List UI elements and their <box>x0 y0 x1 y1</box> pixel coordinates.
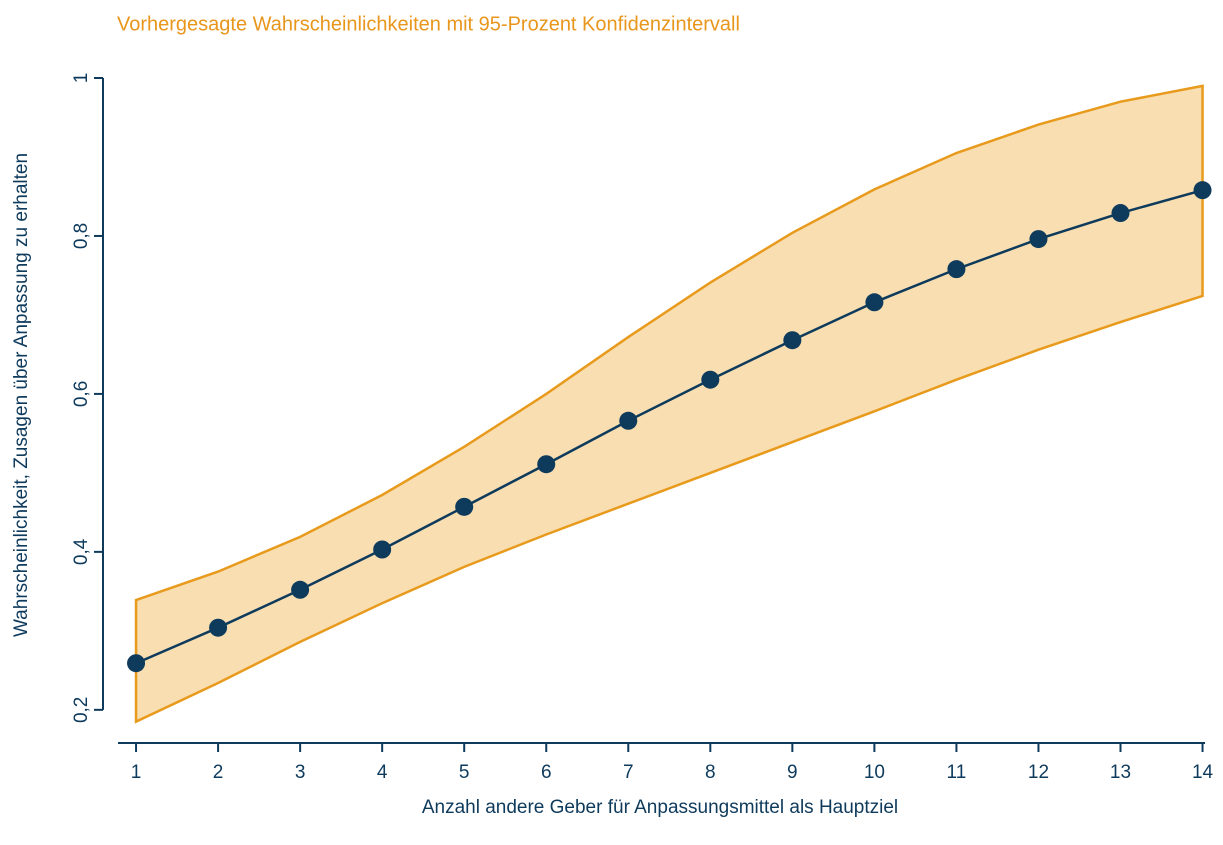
x-tick-label: 7 <box>623 762 634 783</box>
x-tick-label: 11 <box>947 762 967 783</box>
point <box>865 293 884 312</box>
point <box>455 497 474 516</box>
x-tick-label: 6 <box>541 762 552 783</box>
x-tick-label: 12 <box>1028 762 1049 783</box>
point <box>619 411 638 430</box>
point <box>209 618 228 637</box>
x-tick-label: 4 <box>377 762 388 783</box>
point <box>373 540 392 559</box>
x-axis-label: Anzahl andere Geber für Anpassungsmittel… <box>422 797 898 818</box>
x-tick-label: 3 <box>295 762 306 783</box>
point <box>127 654 146 673</box>
x-tick-label: 2 <box>213 762 224 783</box>
x-tick-label: 1 <box>131 762 142 783</box>
chart-title: Vorhergesagte Wahrscheinlichkeiten mit 9… <box>117 13 740 35</box>
x-tick-label: 5 <box>459 762 470 783</box>
point <box>291 580 310 599</box>
confidence-band <box>134 84 1204 724</box>
point <box>701 370 720 389</box>
series-line <box>135 188 1203 665</box>
point <box>947 260 966 279</box>
y-axis-label: Wahrscheinlichkeit, Zusagen über Anpassu… <box>11 153 32 637</box>
y-tick-label: 1 <box>71 73 92 84</box>
point <box>1111 204 1130 223</box>
x-tick-label: 9 <box>787 762 798 783</box>
y-tick-label: 0,6 <box>71 381 92 407</box>
y-tick-label: 0,2 <box>71 697 92 723</box>
x-tick-label: 14 <box>1192 762 1214 783</box>
point <box>1029 230 1048 249</box>
point <box>783 331 802 350</box>
y-tick-label: 0,8 <box>71 223 92 249</box>
x-tick-label: 8 <box>705 762 716 783</box>
point <box>537 455 556 474</box>
x-tick-label: 10 <box>864 762 885 783</box>
point <box>1193 181 1212 200</box>
x-tick-label: 13 <box>1110 762 1131 783</box>
y-tick-label: 0,4 <box>71 538 92 565</box>
